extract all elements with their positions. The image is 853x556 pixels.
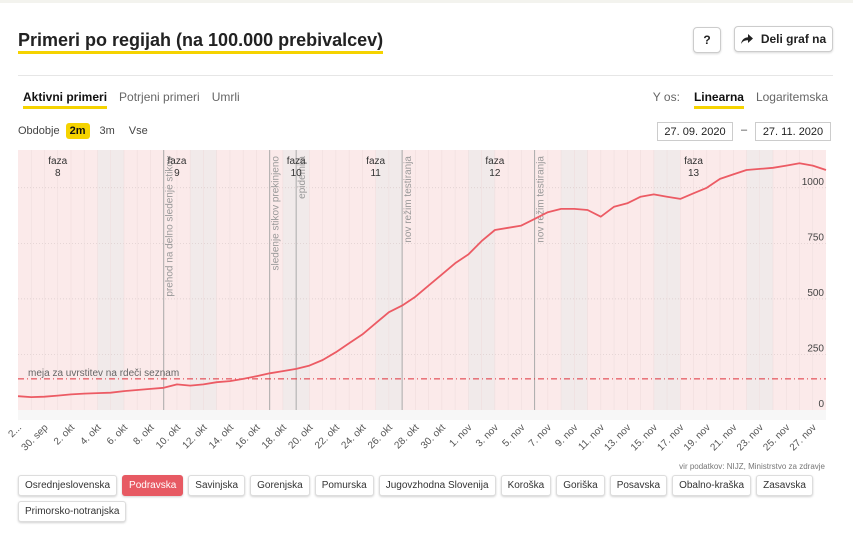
x-tick-label: 16. okt	[234, 422, 263, 451]
period-3m[interactable]: 3m	[99, 125, 115, 137]
phase-label: faza	[48, 156, 67, 167]
region-button[interactable]: Gorenjska	[250, 475, 310, 496]
x-tick-label: 27. nov	[788, 422, 819, 453]
region-button[interactable]: Savinjska	[188, 475, 246, 496]
region-selector: Osrednjeslovenska Podravska Savinjska Goren…	[18, 475, 818, 522]
annotation-label: sledenje stikov prekinjeno	[271, 156, 282, 271]
x-tick-label: 22. okt	[313, 422, 342, 451]
tab-deaths[interactable]: Umrli	[211, 90, 240, 104]
phase-number: 11	[370, 168, 381, 179]
x-tick-label: 17. nov	[655, 422, 686, 453]
phase-label: faza	[366, 156, 385, 167]
date-to-input[interactable]: 27. 11. 2020	[755, 122, 831, 141]
annotation-label: nov režim testiranja	[536, 156, 547, 243]
x-tick-label: 3. nov	[474, 422, 501, 449]
x-tick-label: 10. okt	[154, 422, 183, 451]
x-tick-label: 18. okt	[260, 422, 289, 451]
region-button[interactable]: Primorsko-notranjska	[18, 501, 127, 522]
x-tick-label: 12. okt	[181, 422, 210, 451]
x-tick-label: 28. okt	[392, 422, 421, 451]
period-2m[interactable]: 2m	[65, 123, 90, 139]
annotation-label: nov režim testiranja	[403, 156, 414, 243]
help-button[interactable]: ?	[693, 27, 721, 53]
annotation-label: prehod na delno sledenje stikov	[165, 156, 176, 297]
top-border	[0, 0, 853, 3]
y-axis-label: Y os:	[652, 90, 680, 104]
x-tick-label: 13. nov	[602, 422, 633, 453]
x-tick-label: 2. okt	[52, 422, 77, 447]
annotation-label: epidemija	[297, 156, 308, 199]
y-tick-label: 0	[818, 399, 824, 410]
phase-number: 13	[688, 168, 700, 179]
x-tick-label: 4. okt	[79, 422, 104, 447]
phase-number: 9	[174, 168, 180, 179]
phase-label: faza	[167, 156, 186, 167]
x-tick-label: 20. okt	[287, 422, 316, 451]
period-all[interactable]: Vse	[128, 125, 148, 137]
y-tick-label: 750	[807, 232, 824, 243]
phase-label: faza	[485, 156, 504, 167]
tab-confirmed-cases[interactable]: Potrjeni primeri	[119, 90, 200, 104]
phase-label: faza	[684, 156, 703, 167]
region-button[interactable]: Posavska	[609, 475, 668, 496]
y-axis-log[interactable]: Logaritemska	[755, 90, 828, 104]
period-label: Obdobje	[18, 125, 60, 137]
page-title: Primeri po regijah (na 100.000 prebivalc…	[18, 30, 384, 54]
cases-chart: 0 250 500 750 1000 prehod na delno sledenje s…	[7, 150, 827, 453]
region-button[interactable]: Koroška	[500, 475, 552, 496]
y-axis-selector: Y os: Linearna Logaritemska	[653, 90, 828, 109]
region-button[interactable]: Obalno-kraška	[672, 475, 752, 496]
share-button[interactable]: Deli graf na	[734, 26, 833, 52]
x-tick-label: 6. okt	[105, 422, 130, 447]
period-selector: Obdobje 2m 3m Vse	[18, 123, 152, 139]
tab-active-cases[interactable]: Aktivni primeri	[23, 90, 108, 109]
y-tick-label: 250	[807, 343, 824, 354]
region-button[interactable]: Zasavska	[756, 475, 813, 496]
region-button[interactable]: Osrednjeslovenska	[18, 475, 118, 496]
x-tick-label: 1. nov	[447, 422, 474, 449]
x-tick-label: 2...	[7, 422, 25, 440]
phase-number: 10	[291, 168, 303, 179]
share-arrow-icon	[740, 33, 753, 44]
x-tick-label: 14. okt	[207, 422, 236, 451]
header-divider	[18, 75, 833, 76]
metric-tabs: Aktivni primeri Potrjeni primeri Umrli	[23, 90, 240, 109]
x-tick-label: 15. nov	[629, 422, 660, 453]
phase-number: 12	[489, 168, 501, 179]
x-tick-label: 7. nov	[527, 422, 554, 449]
x-tick-label: 19. nov	[682, 422, 713, 453]
date-range-dash: –	[741, 124, 748, 136]
date-from-input[interactable]: 27. 09. 2020	[657, 122, 733, 141]
x-tick-label: 25. nov	[761, 422, 792, 453]
region-button[interactable]: Podravska	[122, 475, 184, 496]
series-line	[17, 162, 827, 398]
x-axis-band	[18, 410, 826, 420]
region-button[interactable]: Pomurska	[314, 475, 374, 496]
y-axis-linear[interactable]: Linearna	[693, 90, 744, 109]
y-tick-label: 1000	[802, 177, 825, 188]
x-tick-label: 24. okt	[340, 422, 369, 451]
threshold-label: meja za uvrstitev na rdeči seznam	[28, 368, 179, 379]
x-tick-label: 5. nov	[500, 422, 527, 449]
x-tick-label: 23. nov	[735, 422, 766, 453]
share-button-label: Deli graf na	[760, 32, 827, 46]
data-source: vir podatkov: NIJZ, Ministrstvo za zdrav…	[679, 462, 825, 471]
x-tick-label: 21. nov	[708, 422, 739, 453]
x-tick-label: 11. nov	[576, 422, 606, 452]
phase-label: faza	[287, 156, 306, 167]
region-button[interactable]: Jugovzhodna Slovenija	[378, 475, 496, 496]
x-tick-label: 30. sep	[20, 422, 51, 453]
x-tick-label: 30. okt	[419, 422, 448, 451]
x-tick-label: 26. okt	[366, 422, 395, 451]
y-tick-label: 500	[807, 288, 824, 299]
region-button[interactable]: Goriška	[556, 475, 605, 496]
phase-number: 8	[55, 168, 61, 179]
